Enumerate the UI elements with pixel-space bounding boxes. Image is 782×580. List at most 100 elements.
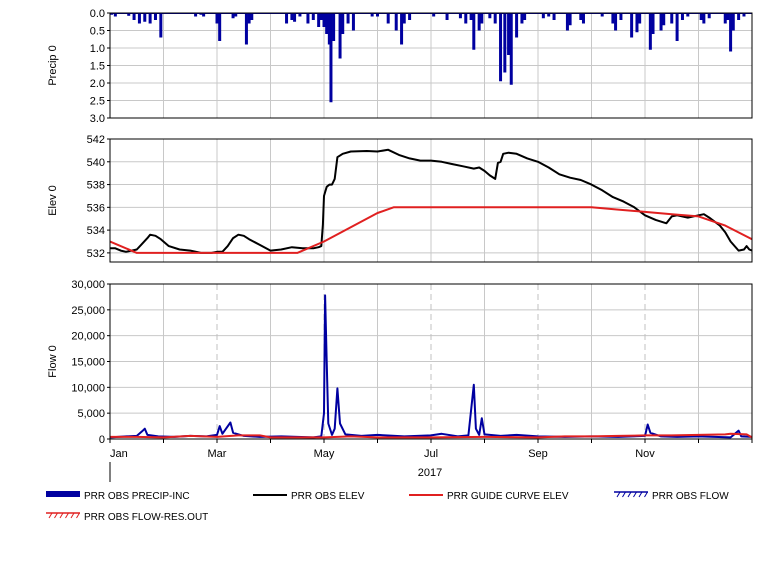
precip-bar [614,13,618,31]
precip-bar [376,13,379,17]
y-tick-label: 0 [99,434,105,446]
y-tick-label: 3.0 [90,113,105,125]
precip-bar [651,13,655,34]
precip-bar [402,13,406,24]
precip-bar [480,13,484,24]
legend-hatch [59,512,64,519]
y-tick-label: 532 [87,248,105,260]
precip-bar [547,13,551,17]
x-tick-label: Sep [528,448,548,460]
precip-bar [346,13,350,24]
plot-area [110,148,752,254]
precip-bar [400,13,404,45]
precip-bar [285,13,289,24]
legend-hatch [616,491,621,498]
precip-bar [630,13,634,38]
legend-hatch [76,512,80,519]
flow-panel: 0 5,000 10,000 15,000 20,000 25,000 30,000 Flow… [47,279,753,446]
precip-bar [662,13,666,26]
legend-item: PRR OBS FLOW [614,491,729,502]
legend-hatch [638,491,643,498]
precip-bar [515,13,519,38]
precip-bar [432,13,436,17]
precip-bar [523,13,527,20]
precip-bar [565,13,569,31]
legend-label: PRR OBS ELEV [291,491,365,502]
x-tick-label: May [314,448,335,460]
precip-bar [680,13,684,20]
precip-bar [153,13,157,20]
legend-item: PRR OBS FLOW-RES.OUT [46,512,208,523]
legend-item: PRR OBS ELEV [253,491,365,502]
x-tick-label: Jul [424,448,438,460]
precip-bar [499,13,503,82]
precip-bar [638,13,642,24]
precip-bar [686,13,690,17]
legend-item: PRR GUIDE CURVE ELEV [409,491,569,502]
precip-bar [325,13,329,34]
y-tick-label: 536 [87,202,105,214]
precip-bar [600,13,604,17]
legend-label: PRR OBS PRECIP-INC [84,491,190,502]
precip-bar [472,13,476,50]
precip-bar [488,13,492,19]
plot-area [110,13,752,103]
precip-bar [635,13,639,33]
y-tick-label: 542 [87,134,105,146]
precip-bar [611,13,615,24]
precip-bar [322,13,326,27]
prr-obs-flow-res-out-line [110,432,752,439]
precip-bar [202,13,206,17]
precip-bar [234,13,238,17]
y-tick-label: 20,000 [71,331,105,343]
precip-bar [218,13,222,41]
y-tick-label: 30,000 [71,279,105,291]
legend-hatch [48,512,53,519]
legend-item: PRR OBS PRECIP-INC [46,491,190,502]
precip-bar [579,13,583,20]
precip-bar [113,13,117,17]
precip-bar [458,13,462,19]
precip-bar [408,13,412,20]
precip-bar [199,13,203,15]
y-tick-label: 0.0 [90,8,105,20]
y-tick-label: 15,000 [71,357,105,369]
precip-bar [244,13,248,45]
y-tick-label: 2.0 [90,78,105,90]
precip-bar [194,13,198,17]
precip-bar [148,13,152,24]
precip-bar [127,13,131,16]
precip-bar [319,13,323,20]
precip-bar [370,13,374,17]
precip-bar [493,13,497,24]
x-tick-label: Mar [208,448,227,460]
precip-bar [503,13,507,73]
precip-bar [729,13,733,52]
legend: PRR OBS PRECIP-INC PRR OBS ELEV PRR GUIDE … [46,491,729,523]
precip-bar [298,13,302,17]
precip-bar [699,13,703,20]
precip-bar [675,13,679,41]
y-tick-label: 10,000 [71,382,105,394]
y-axis-label: Flow 0 [47,345,59,377]
precip-bar [509,13,513,85]
legend-hatch [65,512,69,519]
y-tick-label: 540 [87,157,105,169]
y-tick-label: 1.0 [90,43,105,55]
precip-bar [159,13,163,38]
x-tick-label: Nov [635,448,655,460]
precip-bar [552,13,556,20]
y-tick-label: 1.5 [90,61,105,73]
precip-bar [247,13,251,24]
precip-bar [250,13,254,20]
precip-bar [306,13,310,24]
precip-bar [445,13,449,20]
precip-bar [464,13,468,24]
precip-bar [338,13,342,59]
precip-bar [110,13,114,15]
precip-bar [311,13,315,20]
prr-guide-curve-elev-line [110,206,752,254]
precip-bar [541,13,545,19]
precip-bar [329,13,333,103]
